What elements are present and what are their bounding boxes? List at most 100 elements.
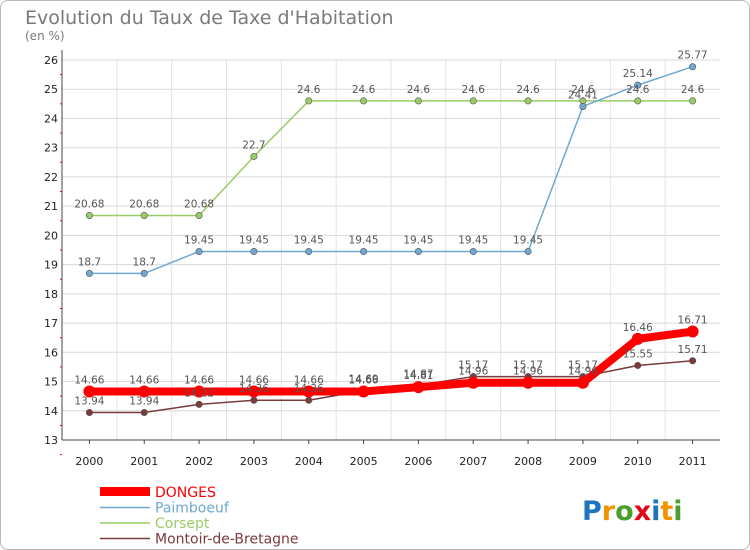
- axes: 13 14 15 16 17 18 19 20 21 22 23 24 25 26 2000 2001 2002…: [44, 50, 720, 468]
- data-label-montoir-de-bretagne: 15.55: [623, 348, 653, 360]
- data-point-montoir-de-bretagne: [250, 396, 258, 404]
- data-point-paimboeuf: [579, 102, 587, 110]
- logo-letter: t: [660, 496, 673, 527]
- data-point-montoir-de-bretagne: [305, 396, 313, 404]
- legend-label-montoir-de-bretagne: Montoir-de-Bretagne: [155, 532, 299, 548]
- logo-letter: o: [615, 496, 634, 527]
- data-label-montoir-de-bretagne: 15.17: [568, 360, 598, 372]
- grid: [62, 59, 720, 440]
- data-point-corsept: [85, 212, 93, 220]
- data-point-paimboeuf: [634, 81, 642, 89]
- data-label-corsept: 20.68: [184, 199, 214, 211]
- data-point-corsept: [305, 97, 313, 105]
- data-label-paimboeuf: 19.45: [294, 234, 324, 246]
- data-label-montoir-de-bretagne: 13.94: [74, 396, 104, 408]
- data-label-corsept: 24.6: [626, 84, 650, 96]
- data-label-donges: 14.66: [74, 374, 104, 386]
- data-label-paimboeuf: 19.45: [458, 234, 488, 246]
- x-tick-label: 2010: [624, 455, 652, 468]
- y-tick-label: 14: [44, 405, 58, 418]
- data-point-corsept: [250, 152, 258, 160]
- data-label-paimboeuf: 18.7: [78, 256, 101, 268]
- x-tick-label: 2007: [459, 455, 487, 468]
- x-tick-label: 2005: [350, 455, 378, 468]
- logo-letter: x: [634, 496, 651, 527]
- data-point-paimboeuf: [195, 247, 203, 255]
- data-point-donges: [357, 385, 370, 398]
- x-tick-label: 2008: [514, 455, 542, 468]
- data-point-paimboeuf: [305, 247, 313, 255]
- data-point-corsept: [524, 97, 532, 105]
- data-point-corsept: [469, 97, 477, 105]
- legend-label-paimboeuf: Paimboeuf: [155, 501, 230, 517]
- chart-title: Evolution du Taux de Taxe d'Habitation: [25, 7, 394, 29]
- data-point-donges: [576, 376, 589, 389]
- data-label-paimboeuf: 24.41: [568, 89, 598, 101]
- data-label-paimboeuf: 25.77: [678, 50, 708, 62]
- data-point-paimboeuf: [414, 247, 422, 255]
- data-label-montoir-de-bretagne: 14.69: [349, 374, 379, 386]
- y-tick-label: 23: [44, 142, 58, 155]
- data-point-paimboeuf: [360, 247, 368, 255]
- data-label-paimboeuf: 19.45: [403, 234, 433, 246]
- y-tick-label: 13: [44, 434, 58, 447]
- data-label-donges: 14.96: [458, 366, 488, 378]
- data-point-donges: [138, 385, 151, 398]
- data-label-donges: 14.66: [129, 374, 159, 386]
- data-label-paimboeuf: 19.45: [349, 234, 379, 246]
- data-point-corsept: [195, 212, 203, 220]
- data-point-paimboeuf: [85, 269, 93, 277]
- x-tick-label: 2006: [404, 455, 432, 468]
- data-point-montoir-de-bretagne: [195, 400, 203, 408]
- logo-letter: r: [602, 496, 616, 527]
- data-point-donges: [522, 376, 535, 389]
- y-tick-label: 25: [44, 83, 58, 96]
- series-corsept: [85, 97, 697, 220]
- data-label-montoir-de-bretagne: 15.17: [458, 360, 488, 372]
- data-label-montoir-de-bretagne: 13.94: [129, 396, 159, 408]
- data-point-paimboeuf: [524, 247, 532, 255]
- data-label-donges: 14.81: [403, 370, 433, 382]
- y-tick-label: 21: [44, 200, 58, 213]
- data-point-corsept: [140, 212, 148, 220]
- series-donges: [83, 325, 699, 398]
- data-label-corsept: 24.6: [462, 84, 486, 96]
- data-point-paimboeuf: [689, 63, 697, 71]
- x-tick-label: 2001: [130, 455, 158, 468]
- data-point-corsept: [689, 97, 697, 105]
- y-tick-label: 26: [44, 54, 58, 67]
- x-tick-label: 2000: [75, 455, 103, 468]
- data-label-corsept: 24.6: [571, 84, 595, 96]
- data-point-donges: [247, 385, 260, 398]
- data-label-donges: 14.96: [568, 366, 598, 378]
- y-tick-label: 19: [44, 259, 58, 272]
- data-label-donges: 14.66: [184, 374, 214, 386]
- x-tick-label: 2003: [240, 455, 268, 468]
- data-point-paimboeuf: [250, 247, 258, 255]
- data-label-donges: 14.66: [294, 374, 324, 386]
- y-tick-label: 18: [44, 288, 58, 301]
- data-point-donges: [686, 325, 699, 338]
- data-label-montoir-de-bretagne: 14.22: [184, 387, 214, 399]
- legend-label-donges: DONGES: [155, 485, 216, 501]
- data-label-donges: 16.46: [623, 322, 653, 334]
- data-label-corsept: 20.68: [129, 199, 159, 211]
- x-tick-label: 2011: [679, 455, 707, 468]
- data-label-donges: 14.66: [349, 374, 379, 386]
- data-label-paimboeuf: 25.14: [623, 68, 653, 80]
- data-label-montoir-de-bretagne: 14.36: [239, 383, 269, 395]
- data-point-montoir-de-bretagne: [689, 357, 697, 365]
- data-point-montoir-de-bretagne: [634, 361, 642, 369]
- data-point-montoir-de-bretagne: [140, 409, 148, 417]
- data-point-donges: [631, 332, 644, 345]
- data-point-paimboeuf: [469, 247, 477, 255]
- logo-letter: i: [673, 496, 682, 527]
- legend-swatch-donges: [100, 487, 150, 496]
- series-line-corsept: [88, 100, 694, 217]
- data-label-corsept: 20.68: [74, 199, 104, 211]
- data-label-montoir-de-bretagne: 15.17: [513, 360, 543, 372]
- data-point-paimboeuf: [140, 269, 148, 277]
